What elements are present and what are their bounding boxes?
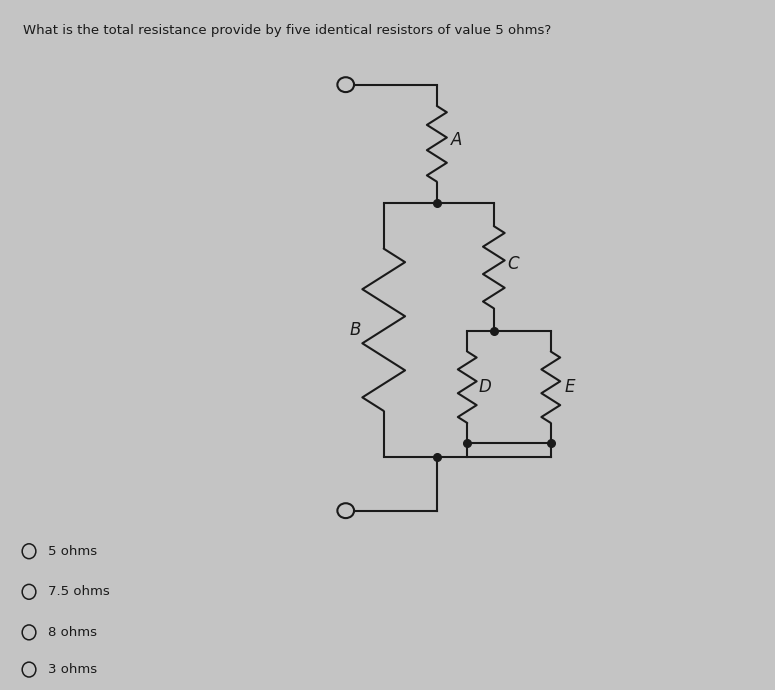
- Text: B: B: [350, 321, 361, 339]
- Text: 8 ohms: 8 ohms: [48, 626, 97, 639]
- Text: What is the total resistance provide by five identical resistors of value 5 ohms: What is the total resistance provide by …: [23, 23, 551, 37]
- Text: 7.5 ohms: 7.5 ohms: [48, 585, 110, 598]
- Text: D: D: [479, 378, 491, 396]
- Text: A: A: [450, 132, 462, 150]
- Text: E: E: [564, 378, 575, 396]
- Text: 3 ohms: 3 ohms: [48, 663, 97, 676]
- Text: 5 ohms: 5 ohms: [48, 544, 97, 558]
- Text: C: C: [508, 255, 519, 273]
